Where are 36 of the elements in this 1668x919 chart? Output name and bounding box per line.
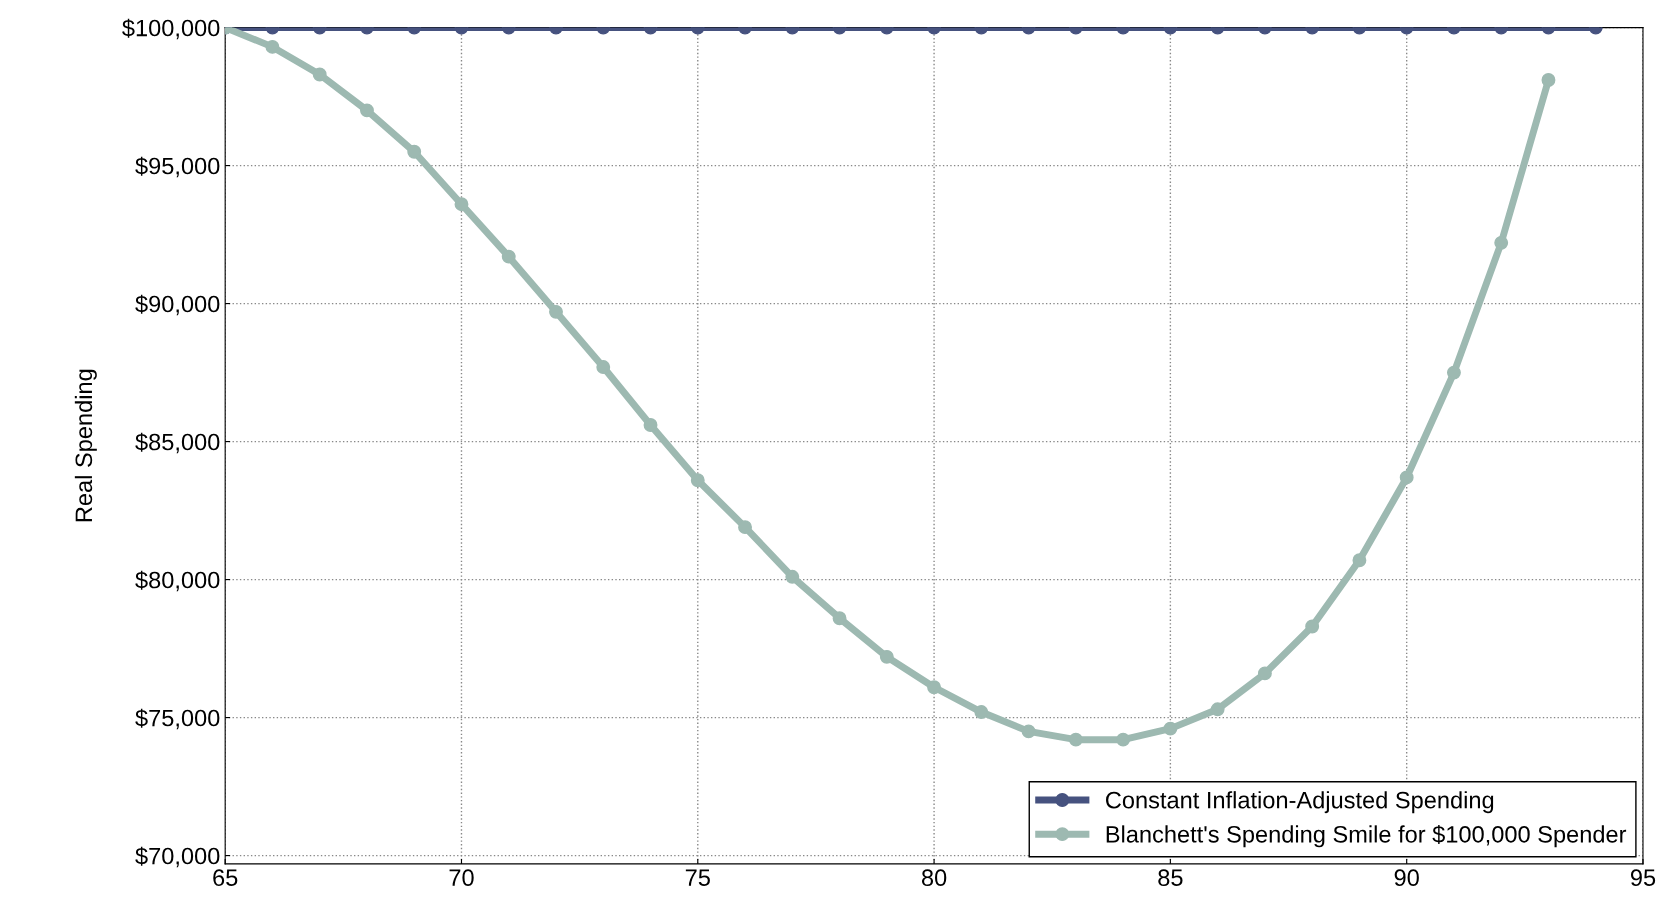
point	[596, 360, 611, 374]
point	[1068, 732, 1083, 747]
point	[1163, 721, 1178, 736]
point	[974, 705, 989, 720]
point	[1257, 666, 1272, 681]
x-tick-label: 85	[1158, 869, 1183, 887]
point	[1352, 553, 1367, 568]
y-tick-label: $70,000	[135, 846, 220, 868]
x-tick-label: 65	[213, 869, 238, 887]
point	[1116, 732, 1131, 747]
y-tick-label: $85,000	[135, 432, 220, 454]
y-tick-label: $90,000	[135, 294, 220, 316]
point	[1210, 702, 1225, 717]
point	[1305, 619, 1320, 634]
point	[832, 611, 847, 626]
x-tick-label: 75	[685, 869, 710, 887]
y-axis-title: Real Spending	[74, 369, 97, 522]
y-tick-label: $100,000	[122, 18, 220, 40]
x-tick-label: 90	[1394, 869, 1419, 887]
x-tick-label: 70	[449, 869, 474, 887]
point	[879, 649, 894, 664]
y-tick-label: $75,000	[135, 708, 220, 730]
point	[927, 680, 942, 695]
point	[785, 569, 800, 584]
point	[1399, 470, 1414, 485]
x-tick-label: 80	[921, 869, 947, 887]
x-tick-label: 95	[1630, 869, 1656, 887]
y-tick-label: $95,000	[135, 156, 220, 178]
legend-label: Constant Inflation-Adjusted Spending	[1106, 791, 1494, 814]
point	[1446, 365, 1461, 380]
legend-label: Blanchett's Spending Smile for $100,000 Spender	[1106, 824, 1627, 848]
point	[738, 520, 752, 535]
y-tick-label: $80,000	[135, 570, 220, 592]
point	[690, 473, 705, 488]
point	[1021, 724, 1036, 739]
point	[643, 418, 658, 432]
